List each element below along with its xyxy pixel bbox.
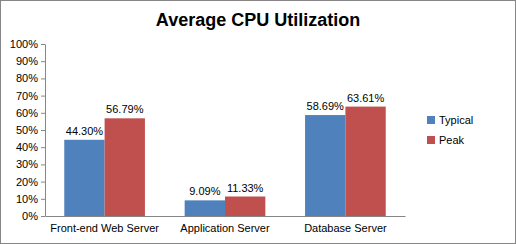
- y-tick-label: 90%: [16, 55, 38, 67]
- chart: Average CPU Utilization 0% 10% 20% 30% 40% 50%…: [0, 0, 516, 244]
- y-tick-mark: [41, 216, 45, 217]
- bars: [64, 107, 385, 216]
- x-tick-label: Database Server: [304, 222, 387, 234]
- x-tick-label: Application Server: [180, 222, 270, 234]
- y-tick: 30%: [16, 158, 45, 170]
- y-tick-mark: [41, 96, 45, 97]
- y-tick-mark: [41, 44, 45, 45]
- data-label: 63.61%: [347, 92, 385, 104]
- y-tick-mark: [41, 147, 45, 148]
- data-label: 56.79%: [106, 103, 144, 115]
- data-label: 11.33%: [227, 182, 264, 194]
- chart-border: [1, 1, 516, 244]
- y-tick-label: 80%: [16, 72, 38, 84]
- y-tick-mark: [41, 164, 45, 165]
- x-tick: Front-end Web Server: [50, 216, 159, 234]
- y-tick: 80%: [16, 72, 45, 84]
- y-tick-label: 100%: [10, 38, 38, 50]
- y-tick: 60%: [16, 107, 45, 119]
- y-tick: 100%: [10, 38, 45, 50]
- y-tick-mark: [41, 182, 45, 183]
- data-label: 44.30%: [66, 125, 104, 137]
- y-tick: 50%: [16, 124, 45, 136]
- y-tick-label: 30%: [16, 158, 38, 170]
- data-label: 58.69%: [307, 100, 345, 112]
- y-tick-label: 50%: [16, 124, 38, 136]
- y-tick: 90%: [16, 55, 45, 67]
- legend: Typical Peak: [427, 114, 473, 146]
- data-label: 9.09%: [189, 185, 220, 197]
- y-tick: 10%: [16, 193, 45, 205]
- y-tick-mark: [41, 130, 45, 131]
- y-tick-mark: [41, 61, 45, 62]
- plot: 0% 10% 20% 30% 40% 50% 60% 70% 80% 90% 100% Front-e…: [10, 38, 406, 234]
- bar: [64, 140, 104, 216]
- y-tick: 20%: [16, 176, 45, 188]
- bar: [225, 197, 265, 216]
- bar: [105, 118, 145, 216]
- y-tick-mark: [41, 199, 45, 200]
- y-tick: 0%: [22, 210, 45, 222]
- legend-swatch: [427, 136, 435, 144]
- y-tick-label: 20%: [16, 176, 38, 188]
- y-tick-label: 10%: [16, 193, 38, 205]
- x-axis-line: [46, 216, 406, 217]
- y-tick-mark: [41, 113, 45, 114]
- y-tick: 70%: [16, 90, 45, 102]
- title: Average CPU Utilization: [156, 10, 360, 30]
- y-tick: 40%: [16, 141, 45, 153]
- bar: [185, 200, 225, 216]
- y-tick-label: 40%: [16, 141, 38, 153]
- data-labels: 44.30% 9.09% 58.69% 56.79% 11.33% 63.61%: [66, 92, 385, 198]
- y-tick-label: 60%: [16, 107, 38, 119]
- y-axis: 0% 10% 20% 30% 40% 50% 60% 70% 80% 90% 100%: [10, 38, 46, 222]
- legend-swatch: [427, 116, 435, 124]
- x-tick: Database Server: [304, 216, 387, 234]
- y-tick-label: 70%: [16, 90, 38, 102]
- y-tick-mark: [41, 78, 45, 79]
- bar: [305, 115, 345, 216]
- y-tick-label: 0%: [22, 210, 38, 222]
- legend-label: Typical: [439, 114, 473, 126]
- x-tick: Application Server: [180, 216, 270, 234]
- bar: [345, 107, 385, 216]
- legend-label: Peak: [439, 134, 465, 146]
- y-axis-line: [45, 45, 46, 217]
- x-axis: Front-end Web Server Application Server Da…: [46, 216, 406, 234]
- x-tick-label: Front-end Web Server: [50, 222, 159, 234]
